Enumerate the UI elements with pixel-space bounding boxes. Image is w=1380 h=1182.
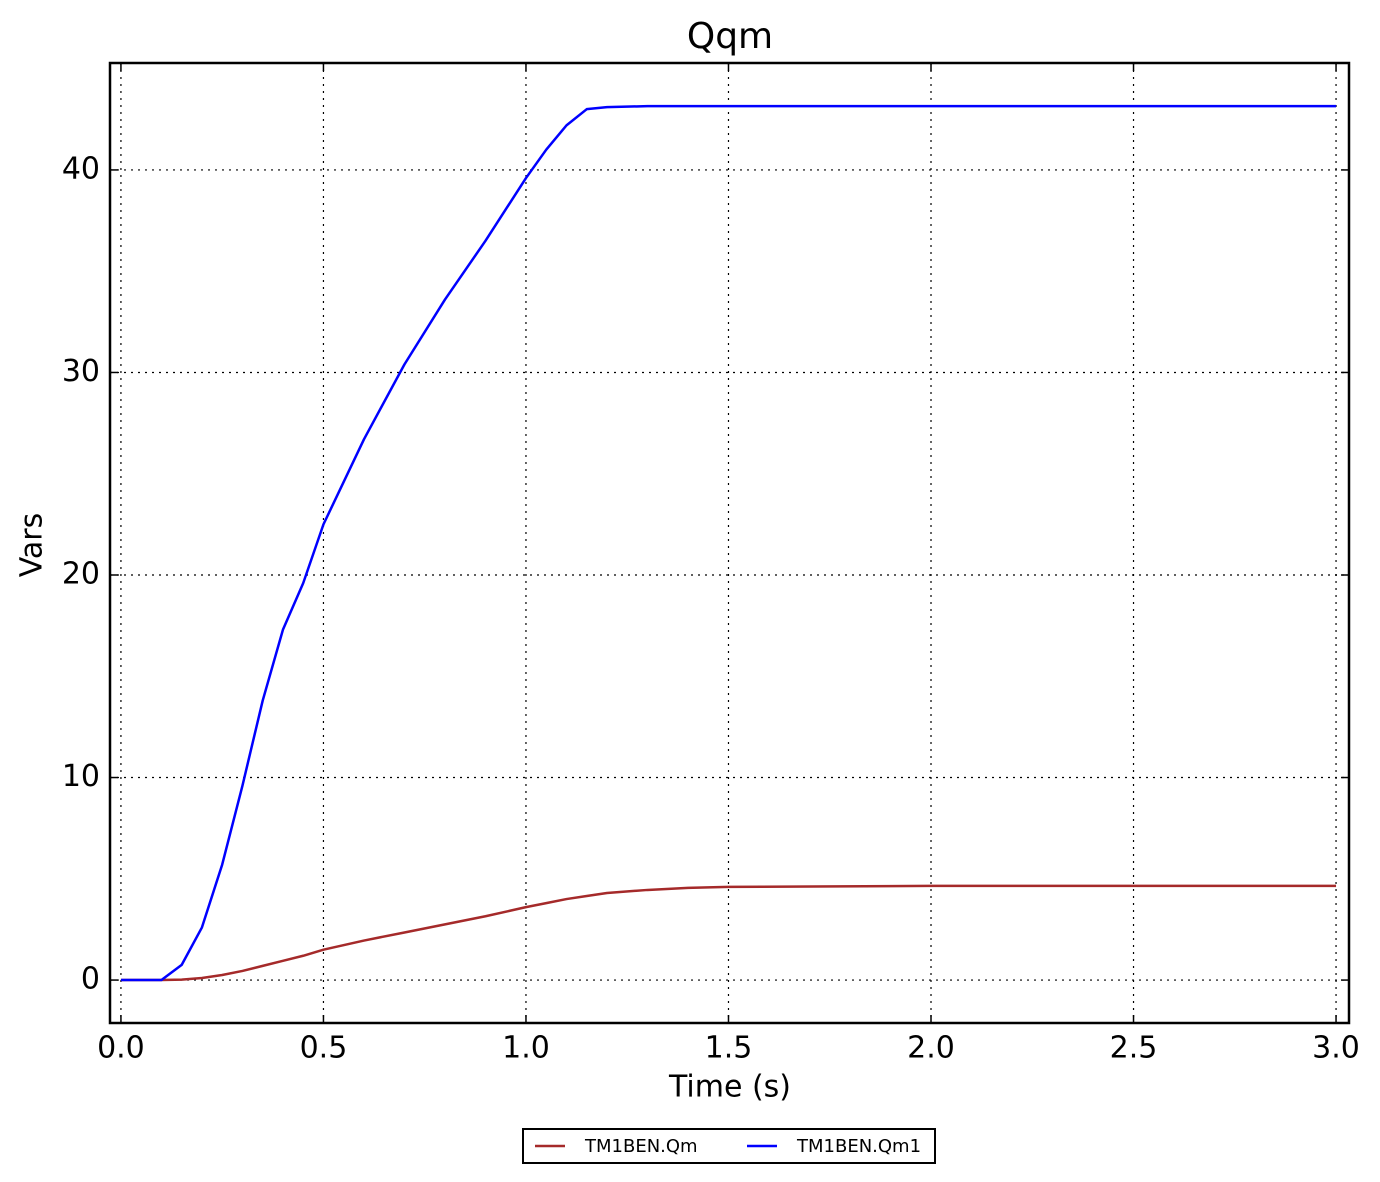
x-tick-label: 0.5 (300, 1031, 348, 1066)
legend-label: TM1BEN.Qm (584, 1136, 698, 1157)
plot-frame (108, 61, 1351, 1025)
y-axis-label: Vars (15, 513, 50, 578)
legend-label: TM1BEN.Qm1 (796, 1136, 921, 1157)
x-axis-label: Time (s) (668, 1070, 791, 1105)
x-tick-label: 2.5 (1110, 1031, 1158, 1066)
y-tick-label: 0 (81, 962, 100, 997)
x-tick-label: 1.5 (705, 1031, 753, 1066)
y-tick-label: 30 (62, 354, 100, 389)
x-tick-label: 1.0 (502, 1031, 550, 1066)
y-tick-label: 20 (62, 557, 100, 592)
x-tick-label: 0.0 (97, 1031, 145, 1066)
y-tick-label: 40 (62, 151, 100, 186)
x-tick-label: 3.0 (1312, 1031, 1360, 1066)
chart-title: Qqm (687, 16, 773, 57)
y-tick-label: 10 (62, 759, 100, 794)
data-line (120, 884, 1337, 982)
x-tick-label: 2.0 (907, 1031, 955, 1066)
legend-box (522, 1128, 936, 1164)
data-line (120, 104, 1337, 982)
